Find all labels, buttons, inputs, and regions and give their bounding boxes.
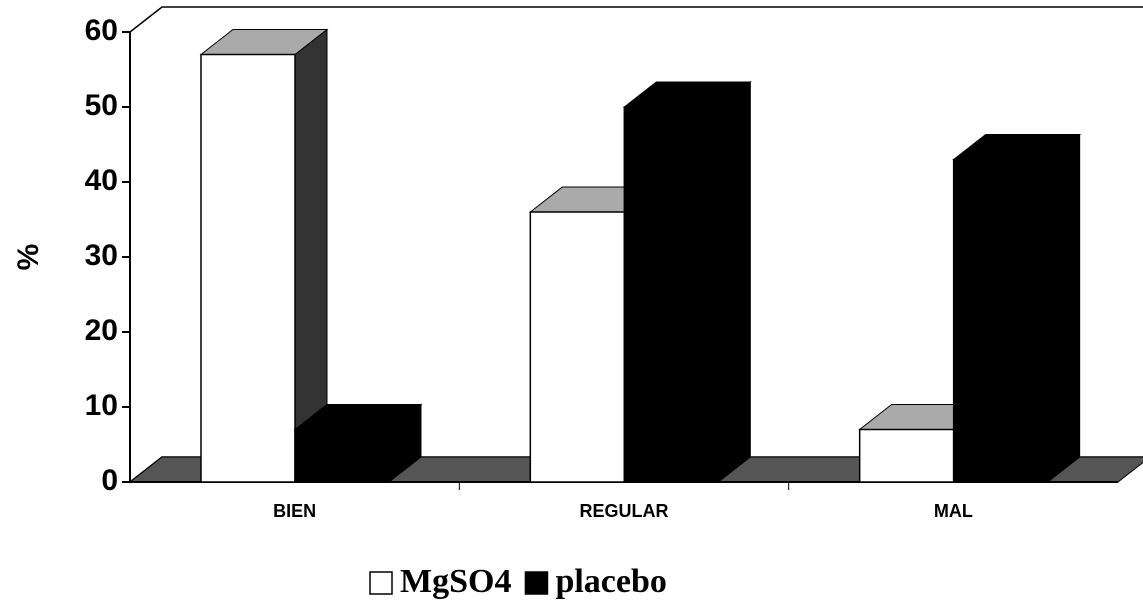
y-tick-label: 10	[85, 389, 118, 422]
bar	[858, 428, 955, 483]
y-axis-label: %	[12, 244, 45, 271]
bar-side	[1047, 133, 1081, 484]
bar-side	[717, 80, 751, 484]
bar	[294, 428, 390, 483]
bar	[200, 53, 296, 483]
y-tick-label: 60	[85, 14, 118, 47]
y-tick-label: 40	[85, 164, 118, 197]
legend-swatch	[369, 571, 393, 595]
x-tick-label: BIEN	[273, 501, 316, 521]
y-tick-label: 50	[85, 89, 118, 122]
y-tick-label: 30	[85, 239, 118, 272]
legend-label: MgSO4	[400, 563, 511, 600]
legend-swatch	[524, 571, 549, 595]
x-tick-label: REGULAR	[580, 501, 669, 521]
bar	[529, 211, 626, 483]
bar	[623, 106, 720, 483]
bar	[952, 158, 1049, 483]
x-tick-label: MAL	[934, 501, 973, 521]
y-tick-label: 20	[85, 314, 118, 347]
y-tick-label: 0	[101, 464, 118, 497]
legend-label: placebo	[555, 563, 666, 600]
